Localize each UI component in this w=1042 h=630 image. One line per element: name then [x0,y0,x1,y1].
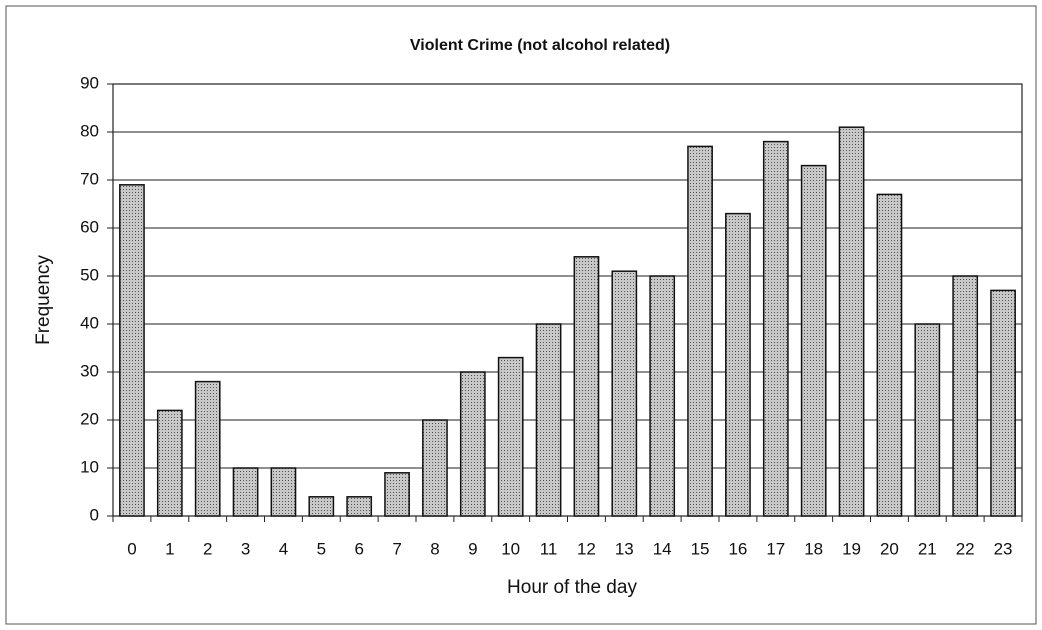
bar [232,467,259,517]
y-tick-label: 50 [80,265,99,284]
x-axis-label: Hour of the day [507,577,637,598]
y-tick-label: 20 [80,409,99,428]
x-tick-label: 16 [728,539,747,558]
bar [535,323,562,517]
x-tick-label: 13 [615,539,634,558]
x-tick-label: 6 [354,539,363,558]
x-tick-label: 12 [577,539,596,558]
x-tick-label: 3 [241,539,250,558]
x-tick-label: 7 [392,539,401,558]
bar [876,193,903,517]
bar [573,256,600,517]
x-tick-label: 23 [994,539,1013,558]
x-tick-label: 1 [165,539,174,558]
bar [800,164,827,517]
y-tick-label: 90 [80,73,99,92]
bar [119,184,145,517]
bar [990,289,1016,517]
x-tick-label: 11 [540,539,558,558]
bar [914,323,941,517]
x-tick-label: 4 [279,539,288,558]
chart-title: Violent Crime (not alcohol related) [410,37,670,54]
bar [762,140,789,517]
plot-area [112,83,1023,517]
bar [838,126,865,517]
bar [194,380,221,517]
y-tick-label: 40 [80,313,99,332]
bar [952,275,979,517]
y-tick-label: 10 [80,457,99,476]
x-tick-label: 5 [317,539,326,558]
x-tick-label: 2 [203,539,212,558]
y-tick-label: 30 [80,361,99,380]
y-tick-label: 0 [90,505,99,524]
x-tick-label: 14 [653,539,672,558]
y-axis-label: Frequency [33,255,54,345]
bar [649,275,676,517]
y-tick-label: 80 [80,121,99,140]
x-tick-label: 15 [691,539,710,558]
y-tick-label: 70 [80,169,99,188]
bar [422,419,448,517]
x-tick-label: 18 [804,539,823,558]
x-tick-label: 9 [468,539,477,558]
x-tick-label: 19 [842,539,861,558]
x-tick-label: 22 [956,539,975,558]
bar [156,409,183,517]
x-tick-label: 0 [127,539,136,558]
bar [459,371,486,517]
x-tick-label: 10 [501,539,520,558]
x-tick-label: 8 [430,539,439,558]
bar [270,467,297,517]
bar [611,270,638,517]
bar [308,496,335,517]
x-tick-label: 17 [766,539,785,558]
bar [687,145,713,517]
bar [346,496,373,517]
x-tick-label: 20 [880,539,899,558]
bar [725,212,751,517]
x-tick-label: 21 [918,539,937,558]
bar [384,472,410,517]
y-tick-label: 60 [80,217,99,236]
bar [497,356,524,517]
